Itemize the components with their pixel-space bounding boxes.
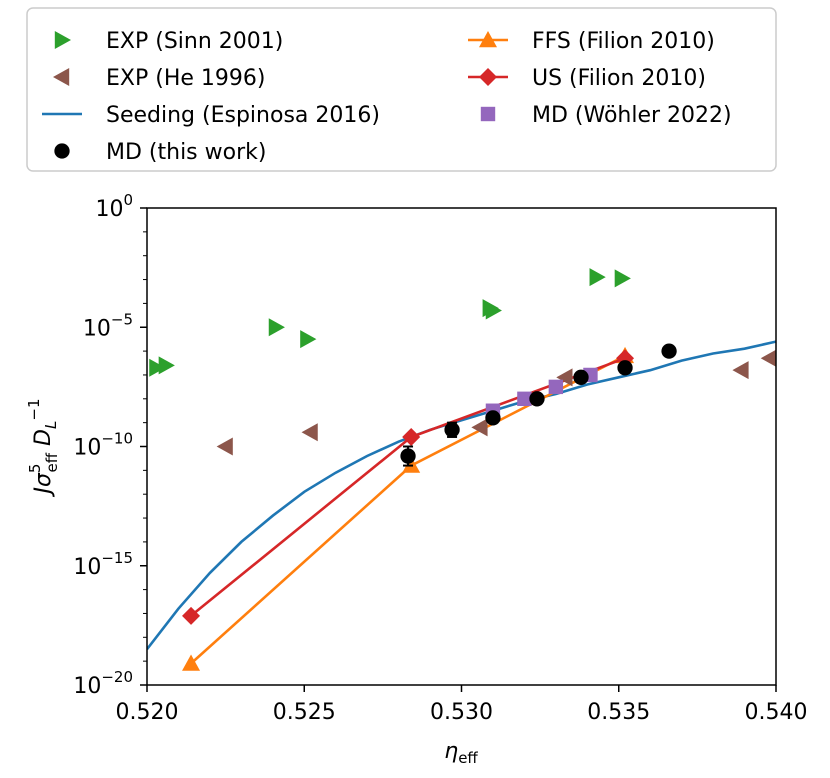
series-seeding-espinosa-2016 <box>147 340 776 650</box>
data-point <box>402 427 421 446</box>
data-point <box>760 349 776 367</box>
x-axis: 0.520 0.525 0.530 0.535 0.540 <box>116 685 808 725</box>
legend-label: EXP (He 1996) <box>106 66 265 91</box>
legend-label: MD (this work) <box>106 140 266 165</box>
legend-label: EXP (Sinn 2001) <box>106 29 283 54</box>
legend-item-exp-sinn-2001: EXP (Sinn 2001) <box>54 29 283 54</box>
y-axis: 100 10−5 10−10 10−15 10−20 <box>73 191 147 699</box>
x-tick-label: 0.535 <box>587 700 650 725</box>
legend-label: FFS (Filion 2010) <box>532 29 715 54</box>
data-point <box>471 418 488 437</box>
data-point <box>614 269 631 288</box>
y-tick-label: 10−15 <box>73 549 133 580</box>
legend-marker <box>54 143 70 159</box>
y-tick-label: 10−20 <box>73 668 133 699</box>
data-point <box>300 330 317 349</box>
y-tick-label: 100 <box>95 191 133 222</box>
legend-marker <box>54 31 71 49</box>
y-axis-label: Jσ5eff DL−1 <box>25 399 61 498</box>
data-point <box>182 654 201 671</box>
data-point <box>556 368 573 387</box>
data-point <box>485 301 502 320</box>
legend-item-seeding-espinosa-2016: Seeding (Espinosa 2016) <box>42 103 380 128</box>
legend-label: MD (Wöhler 2022) <box>532 103 732 128</box>
y-tick-label: 10−5 <box>83 310 133 341</box>
legend-item-md-w-hler-2022: MD (Wöhler 2022) <box>480 103 732 128</box>
data-point <box>485 410 501 426</box>
data-point <box>400 448 416 464</box>
series-line-seeding-espinosa-2016 <box>147 340 776 650</box>
data-point <box>548 379 564 395</box>
data-point <box>732 361 749 380</box>
legend-label: US (Filion 2010) <box>532 66 706 91</box>
data-point <box>158 356 175 375</box>
data-point <box>617 360 633 376</box>
legend-label: Seeding (Espinosa 2016) <box>106 103 380 128</box>
series-layer <box>147 268 776 671</box>
legend-item-exp-he-1996: EXP (He 1996) <box>53 66 265 91</box>
series-line-us-filion-2010 <box>190 357 626 617</box>
plot-area: 0.520 0.525 0.530 0.535 0.540 10010−510−1010… <box>73 191 807 725</box>
data-point <box>573 369 589 385</box>
series-md-this-work <box>400 343 677 467</box>
legend-item-md-this-work: MD (this work) <box>54 140 266 165</box>
data-point <box>529 391 545 407</box>
data-point <box>661 343 677 359</box>
series-line-ffs-filion-2010 <box>190 354 626 665</box>
data-point <box>444 422 460 438</box>
data-point <box>149 358 166 377</box>
data-point <box>268 318 285 337</box>
x-tick-label: 0.530 <box>430 700 493 725</box>
legend-marker <box>480 106 496 122</box>
data-point <box>301 423 318 442</box>
x-axis-label: ηeff <box>444 739 478 767</box>
legend-item-ffs-filion-2010: FFS (Filion 2010) <box>468 29 715 54</box>
legend-box <box>26 7 777 172</box>
series-ffs-filion-2010 <box>182 346 635 671</box>
legend-items: EXP (Sinn 2001) EXP (He 1996) Seeding (Esp… <box>42 29 732 165</box>
data-point <box>216 437 233 456</box>
data-point <box>182 606 201 625</box>
x-tick-label: 0.540 <box>745 700 808 725</box>
legend-marker <box>479 31 497 48</box>
data-point <box>517 391 532 406</box>
data-point <box>589 268 606 287</box>
legend-marker <box>479 68 497 86</box>
legend-item-us-filion-2010: US (Filion 2010) <box>468 66 706 91</box>
legend: EXP (Sinn 2001) EXP (He 1996) Seeding (Esp… <box>26 7 777 172</box>
legend-marker <box>53 68 70 86</box>
x-tick-label: 0.525 <box>273 700 336 725</box>
series-exp-he-1996 <box>216 349 776 456</box>
x-tick-label: 0.520 <box>116 700 179 725</box>
plot-frame <box>146 207 777 686</box>
y-tick-label: 10−10 <box>73 430 133 461</box>
series-exp-sinn-2001 <box>149 268 631 377</box>
